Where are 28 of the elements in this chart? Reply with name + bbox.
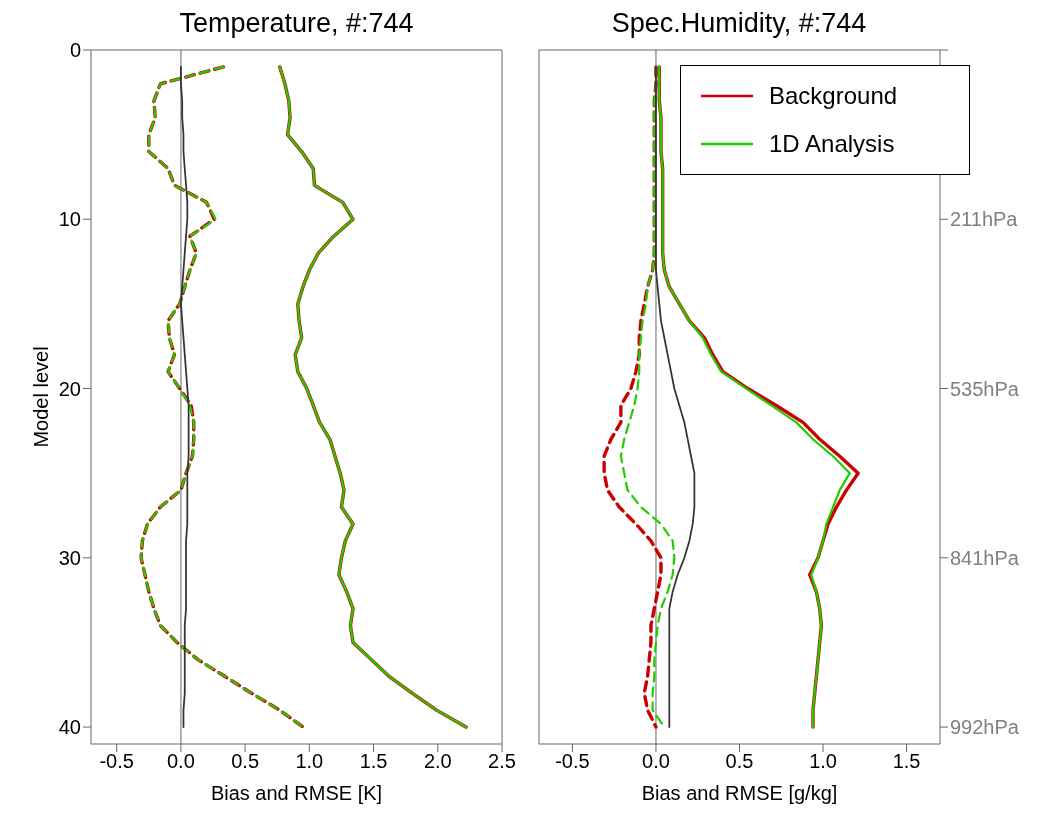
x-tick-label: 1.5 [359, 750, 388, 773]
x-tick-label: 0.0 [642, 750, 670, 773]
x-tick-label: 0.0 [167, 750, 195, 773]
x-tick-label: 0.5 [725, 750, 754, 773]
x-axis-title: Bias and RMSE [g/kg] [641, 782, 838, 804]
x-tick-label: 1.5 [892, 750, 921, 773]
y-tick-label: 20 [58, 377, 81, 400]
text: 211hPa [950, 208, 1019, 231]
x-tick-label: 0.5 [231, 750, 260, 773]
y-tick-label: 30 [58, 546, 81, 569]
chart-title: Spec.Humidity, #:744 [610, 8, 868, 39]
y-tick-label: 10 [58, 208, 81, 231]
x-tick-label: 1.0 [809, 750, 837, 773]
y-axis-title: Model level [30, 346, 53, 448]
text: 841hPa [950, 546, 1020, 569]
x-tick-label: 2.5 [488, 750, 516, 773]
x-tick-label: -0.5 [555, 750, 590, 773]
chart-title: Temperature, #:744 [178, 8, 415, 39]
x-tick-label: 2.0 [423, 750, 452, 773]
legend-label: 1D Analysis [769, 130, 895, 158]
text: 992hPa [950, 716, 1020, 739]
y-tick-label: 0 [69, 39, 81, 62]
text: 535hPa [950, 377, 1020, 400]
x-axis-title: Bias and RMSE [K] [210, 782, 383, 804]
y-tick-label: 40 [58, 716, 81, 739]
legend-label: Background [769, 82, 898, 110]
x-tick-label: -0.5 [99, 750, 134, 773]
x-tick-label: 1.0 [295, 750, 324, 773]
